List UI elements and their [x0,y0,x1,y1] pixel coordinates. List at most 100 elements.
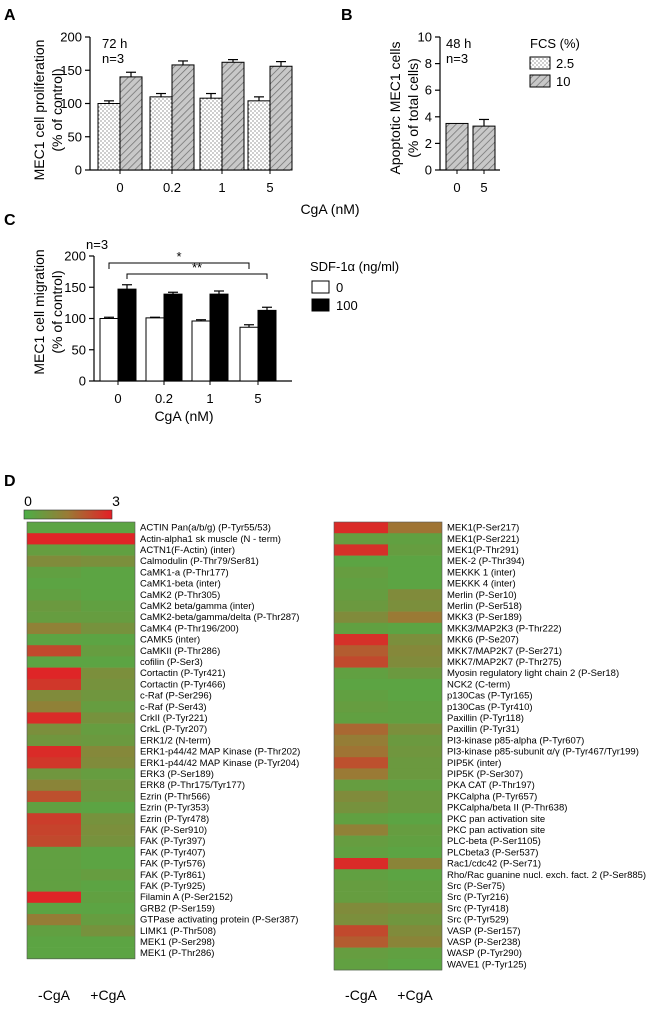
panel-a-ylabel-line2: (% of control) [49,68,65,151]
heatmap-right-row-label: Src (P-Tyr216) [447,892,509,903]
heatmap-right-cell [334,891,388,904]
heatmap-left-cell [27,690,81,702]
heatmap-right-row-label: Rac1/cdc42 (P-Ser71) [447,859,541,870]
heatmap-left-cell [27,947,81,960]
heatmap-left-cell [81,544,135,556]
heatmap-left-cell [81,880,135,892]
heatmap-left-cell [27,869,81,881]
heatmap-right-cell [334,768,388,780]
heatmap-left-cell [81,555,135,568]
heatmap-right-cell [334,734,388,747]
heatmap-right-cell [334,925,388,937]
panel-c-ytick-label: 100 [64,311,86,326]
heatmap-left-cell [27,533,81,545]
heatmap-left-row-label: Ezrin (P-Tyr478) [140,814,209,825]
heatmap-right-row-label: MKK3 (P-Ser189) [447,612,522,623]
heatmap-left-cell [27,746,81,758]
heatmap-left-cell [27,891,81,904]
heatmap-left-cell [81,645,135,657]
heatmap-right-cell [388,925,442,937]
heatmap-right-row-label: Myosin regulatory light chain 2 (P-Ser18… [447,668,619,679]
heatmap-right-cell [334,835,388,848]
heatmap-left-row-label: Cortactin (P-Tyr466) [140,679,226,690]
heatmap-left-cell [81,611,135,624]
panel-b-annotation-time: 48 h [446,36,471,51]
heatmap-left-row-label: GRB2 (P-Ser159) [140,903,215,914]
heatmap-right-row-label: Merlin (P-Ser10) [447,590,517,601]
panel-c-bar [163,293,183,382]
heatmap-right-cell [334,757,388,769]
panel-b-ytick-label: 10 [418,30,432,45]
heatmap-left-cell [27,678,81,691]
heatmap-right-cell [388,667,442,680]
panel-b-legend-swatch [529,56,551,70]
heatmap-left-column-label-plus: +CgA [90,987,126,1003]
panel-b-bar [472,125,496,171]
heatmap-right-cell [334,656,388,668]
heatmap-right-cell [334,914,388,926]
panel-c-ytick-label: 200 [64,249,86,264]
panel-c-significance-mark: * [176,249,181,264]
panel-c-bar [257,309,277,382]
panel-c-significance-bracket [108,262,250,269]
heatmap-right-cell [388,891,442,904]
heatmap-right-cell [388,869,442,881]
heatmap-right-cell [334,611,388,624]
heatmap-right-cell [334,936,388,948]
panel-b-legend-title: FCS (%) [530,36,580,51]
heatmap-right-row-label: p130Cas (P-Tyr165) [447,691,533,702]
heatmap-right-row-label: MEK1(P-Ser217) [447,523,519,534]
heatmap-right-cell [388,902,442,915]
heatmap-right-row-label: Rho/Rac guanine nucl. exch. fact. 2 (P-S… [447,870,646,881]
heatmap-right-cell [334,622,388,635]
heatmap-left-row-label: CaMK2 beta/gamma (inter) [140,601,255,612]
heatmap-right-cell [388,835,442,848]
heatmap-left-cell [27,712,81,724]
heatmap-right-cell [388,645,442,657]
panel-c-legend-label: 100 [336,298,358,313]
heatmap-left-cell [81,746,135,758]
panel-b-ytick-label: 0 [425,163,432,178]
heatmap-left-row-label: FAK (P-Tyr407) [140,847,205,858]
heatmap-left-cell [27,589,81,601]
heatmap-left-cell [27,902,81,915]
heatmap-left-cell [27,656,81,668]
heatmap-left-cell [27,522,81,534]
heatmap-left-cell [81,902,135,915]
panel-a-bar [171,64,195,171]
heatmap-left-cell [81,802,135,814]
panel-a-ytick-label: 0 [75,163,82,178]
heatmap-left-cell [81,578,135,590]
panel-c-bar [209,293,229,382]
panel-a-annotation-n: n=3 [102,51,124,66]
panel-a-bar [269,65,293,171]
heatmap-left-row-label: Filamin A (P-Ser2152) [140,892,233,903]
heatmap-left-cell [27,802,81,814]
heatmap-right-column-label-minus: -CgA [345,987,378,1003]
heatmap-right-cell [388,555,442,568]
heatmap-right-cell [388,914,442,926]
heatmap-left-row-label: CaMK4 (P-Thr196/200) [140,623,239,634]
heatmap-right-cell [334,779,388,792]
heatmap-right-cell [334,790,388,803]
panel-c-ylabel-line2: (% of control) [49,270,65,353]
heatmap-left-cell [81,869,135,881]
heatmap-right-cell [334,533,388,545]
heatmap-left-row-label: ACTIN Pan(a/b/g) (P-Tyr55/53) [140,523,271,534]
heatmap-right-cell [388,522,442,534]
heatmap-left-row-label: MEK1 (P-Thr286) [140,948,214,959]
heatmap-right-row-label: Paxillin (P-Tyr118) [447,713,524,724]
heatmap-left-cell [81,936,135,948]
panel-a-bar [199,97,223,171]
heatmap-right-row-label: PIP5K (P-Ser307) [447,769,523,780]
heatmap-left-cell [81,835,135,848]
heatmap-left-row-label: CaMK1-a (P-Thr177) [140,567,229,578]
heatmap-right-row-label: PLC-beta (P-Ser1105) [447,836,541,847]
heatmap-left-cell [27,611,81,624]
heatmap-right-row-label: MEK1(P-Thr291) [447,545,519,556]
panel-b-ytick-label: 2 [425,136,432,151]
heatmap-left-row-label: c-Raf (P-Ser296) [140,691,212,702]
heatmap-right-cell [334,723,388,736]
heatmap-left-cell [81,678,135,691]
panel-d-letter: D [4,473,16,490]
